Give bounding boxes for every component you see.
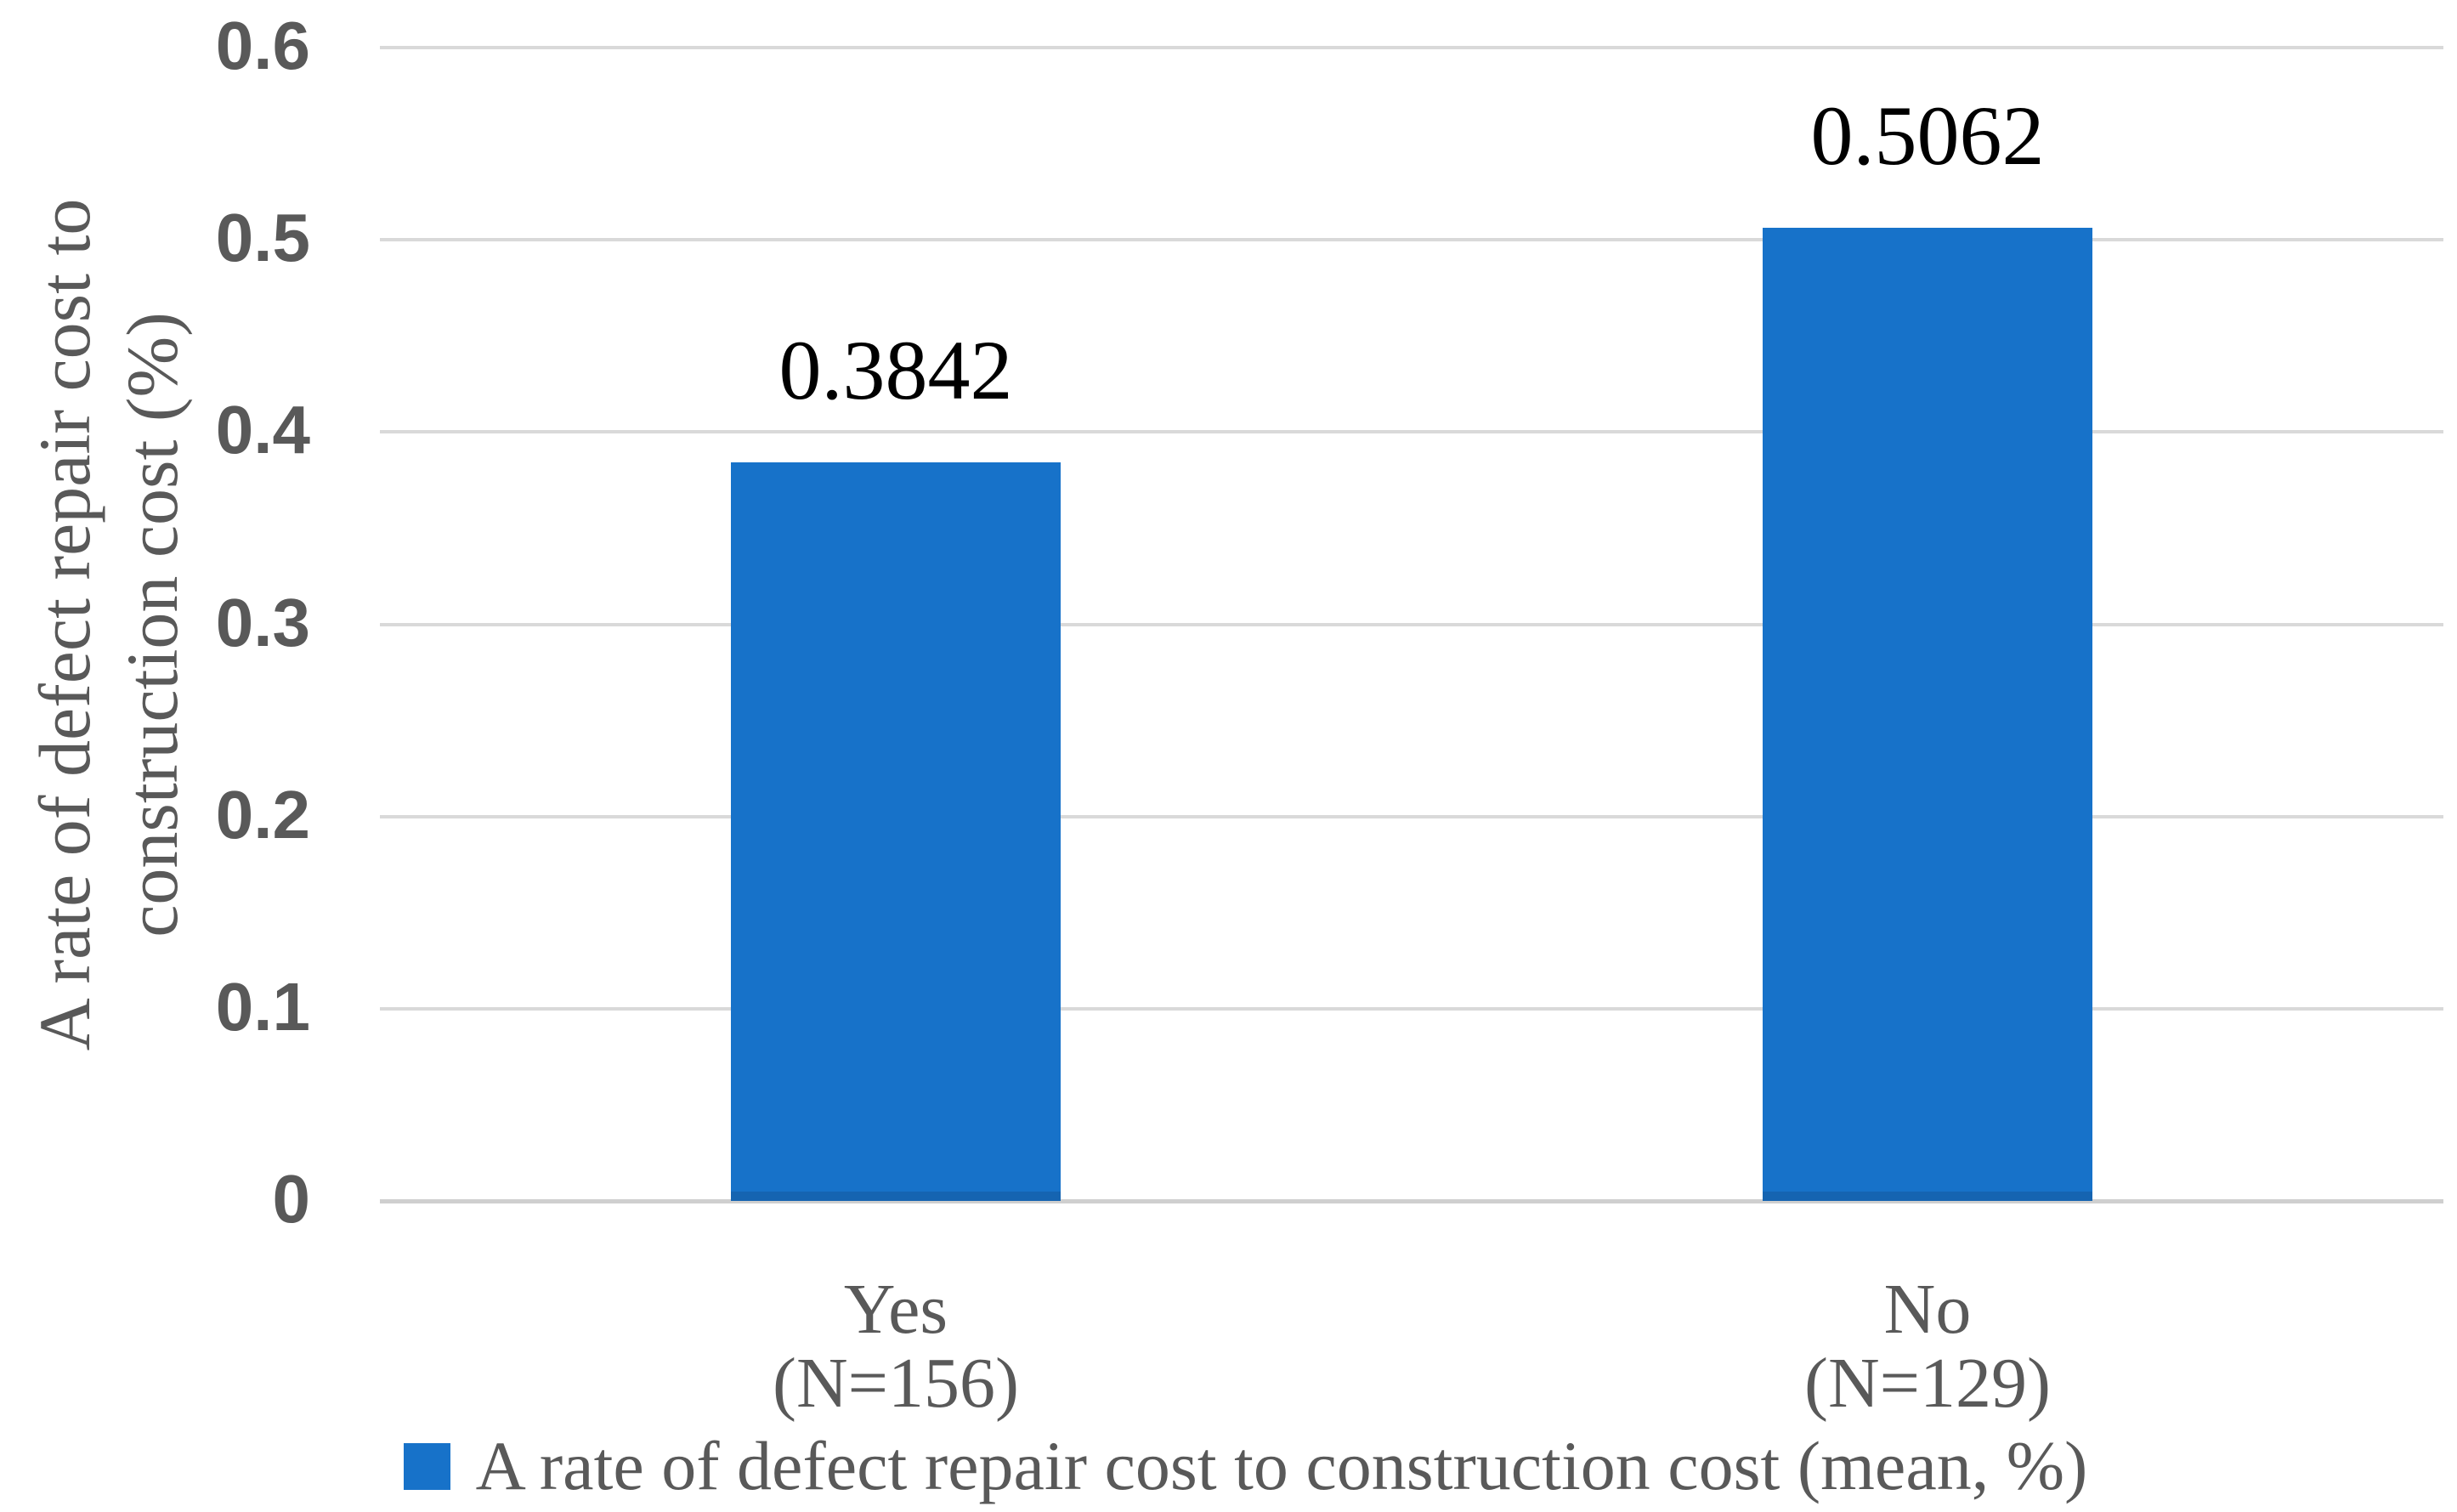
gridline [380,46,2443,49]
y-tick-label: 0.2 [215,776,310,852]
bar-value-label: 0.3842 [778,323,1013,418]
gridline [380,430,2443,434]
legend: A rate of defect repair cost to construc… [0,1426,2457,1506]
gridline [380,622,2443,626]
plot-area: 0.3842 0.5062 [380,46,2443,1203]
x-category-label-main: Yes [843,1270,948,1349]
gridline [380,814,2443,818]
gridline [380,238,2443,242]
gridline [380,1006,2443,1011]
x-axis-line [380,1199,2443,1203]
bar-value-label: 0.5062 [1810,88,2045,184]
y-tick-label: 0 [272,1161,311,1237]
bar-yes [731,462,1061,1201]
x-category-label-sub: (N=156) [773,1344,1019,1424]
y-tick-label: 0.3 [215,584,310,660]
y-tick-label: 0.1 [215,968,310,1045]
y-tick-label: 0.6 [215,8,310,84]
legend-swatch-icon [403,1442,450,1490]
x-category-label: No (N=129) [1804,1272,2051,1421]
legend-label: A rate of defect repair cost to construc… [475,1427,2088,1504]
bar-no [1763,228,2092,1201]
x-category-label: Yes (N=156) [773,1272,1019,1421]
y-tick-label: 0.5 [215,200,310,276]
y-tick-label: 0.4 [215,392,310,468]
x-category-label-sub: (N=129) [1804,1344,2051,1424]
x-category-label-main: No [1883,1270,1972,1349]
